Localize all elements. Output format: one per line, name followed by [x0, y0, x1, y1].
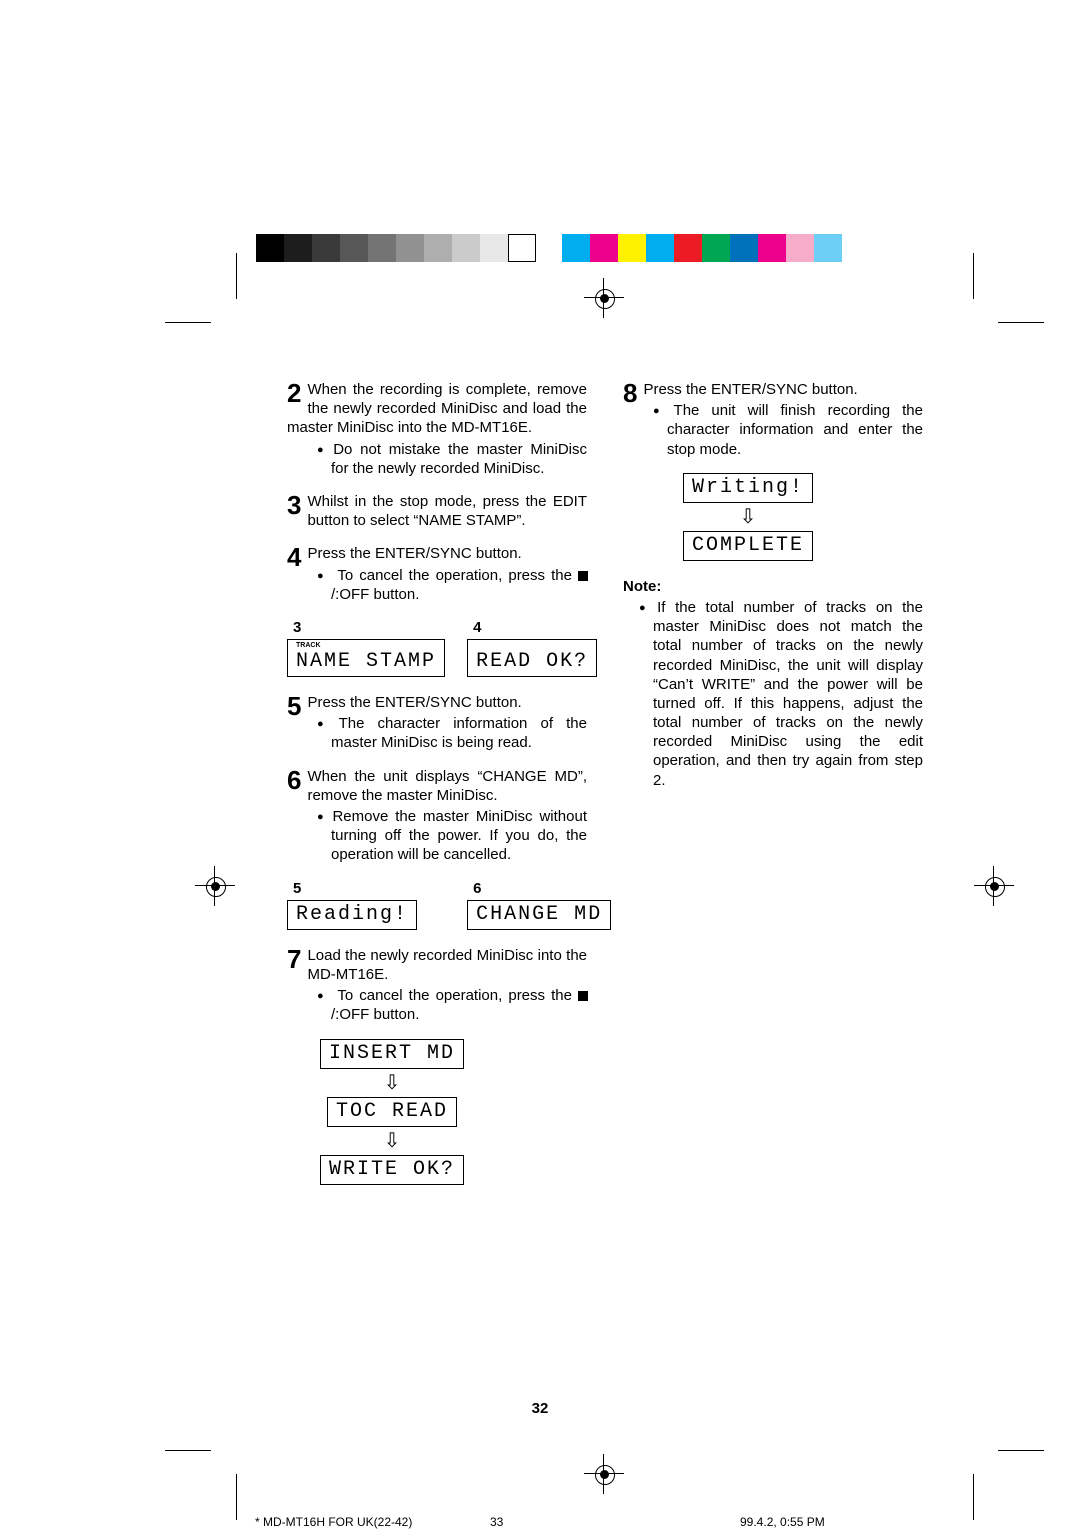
step-text: Load the newly recorded MiniDisc into th…	[287, 946, 587, 984]
step-sub: The character information of the master …	[317, 714, 587, 752]
step-sub: The unit will finish recording the chara…	[653, 401, 923, 459]
step-number: 3	[287, 492, 301, 518]
step-sub-pre: To cancel the operation, press the	[337, 567, 578, 584]
lcd-display: TRACK NAME STAMP	[287, 639, 445, 677]
lcd-row-5-6: 5 Reading! 6 CHANGE MD	[287, 879, 587, 930]
footer-right: 99.4.2, 0:55 PM	[740, 1515, 825, 1529]
step-2: 2 When the recording is complete, remove…	[287, 380, 587, 478]
color-calibration-strip	[562, 234, 842, 262]
lcd-display: INSERT MD	[320, 1039, 464, 1069]
lcd-label: 4	[473, 618, 597, 637]
lcd-track-label: TRACK	[296, 642, 321, 650]
stop-icon	[578, 571, 588, 581]
lcd-label: 5	[293, 879, 445, 898]
crop-mark	[165, 322, 211, 323]
crop-mark	[165, 1450, 211, 1451]
step-text: When the recording is complete, remove t…	[287, 380, 587, 438]
step-number: 7	[287, 946, 301, 972]
footer-mid: 33	[490, 1515, 503, 1529]
note-body: If the total number of tracks on the mas…	[639, 598, 923, 790]
arrow-down-icon: ⇩	[384, 1131, 401, 1151]
step-sub: To cancel the operation, press the /:OFF…	[317, 986, 587, 1024]
lcd-row-3-4: 3 TRACK NAME STAMP 4 READ OK?	[287, 618, 587, 677]
lcd-display: Reading!	[287, 900, 417, 930]
lcd-label: 6	[473, 879, 611, 898]
stop-icon	[578, 991, 588, 1001]
registration-mark	[974, 866, 1014, 906]
step-sub: To cancel the operation, press the /:OFF…	[317, 566, 587, 604]
registration-mark	[584, 1454, 624, 1494]
lcd-text: COMPLETE	[692, 534, 804, 557]
step-text: When the unit displays “CHANGE MD”, remo…	[287, 767, 587, 805]
crop-mark	[973, 1474, 974, 1520]
lcd-text: CHANGE MD	[476, 903, 602, 926]
lcd-text: Writing!	[692, 476, 804, 499]
lcd-stack-8: Writing! ⇩ COMPLETE	[663, 473, 833, 561]
step-4: 4 Press the ENTER/SYNC button. To cancel…	[287, 544, 587, 604]
lcd-text: TOC READ	[336, 1100, 448, 1123]
step-5: 5 Press the ENTER/SYNC button. The chara…	[287, 693, 587, 753]
registration-mark	[584, 278, 624, 318]
lcd-text: READ OK?	[476, 650, 588, 673]
lcd-display: READ OK?	[467, 639, 597, 677]
step-number: 4	[287, 544, 301, 570]
footer-left: * MD-MT16H FOR UK(22-42)	[255, 1515, 412, 1529]
lcd-stack-7: INSERT MD ⇩ TOC READ ⇩ WRITE OK?	[307, 1039, 477, 1185]
page-number: 32	[0, 1400, 1080, 1417]
step-text: Press the ENTER/SYNC button.	[287, 693, 587, 712]
step-7: 7 Load the newly recorded MiniDisc into …	[287, 946, 587, 1025]
step-number: 8	[623, 380, 637, 406]
crop-mark	[973, 253, 974, 299]
left-column: 2 When the recording is complete, remove…	[287, 380, 587, 1201]
crop-mark	[236, 1474, 237, 1520]
lcd-text: WRITE OK?	[329, 1158, 455, 1181]
note-heading: Note:	[623, 577, 923, 596]
step-8: 8 Press the ENTER/SYNC button. The unit …	[623, 380, 923, 459]
crop-mark	[998, 322, 1044, 323]
registration-mark	[195, 866, 235, 906]
step-number: 6	[287, 767, 301, 793]
step-sub-post: /:OFF button.	[331, 1006, 419, 1023]
step-number: 5	[287, 693, 301, 719]
lcd-display: Writing!	[683, 473, 813, 503]
step-text: Press the ENTER/SYNC button.	[287, 544, 587, 563]
lcd-display: TOC READ	[327, 1097, 457, 1127]
lcd-text: INSERT MD	[329, 1042, 455, 1065]
arrow-down-icon: ⇩	[740, 507, 757, 527]
step-sub-pre: To cancel the operation, press the	[337, 987, 578, 1004]
step-sub: Do not mistake the master MiniDisc for t…	[317, 440, 587, 478]
lcd-label: 3	[293, 618, 445, 637]
lcd-text: Reading!	[296, 903, 408, 926]
manual-page: 2 When the recording is complete, remove…	[0, 0, 1080, 1528]
lcd-display: COMPLETE	[683, 531, 813, 561]
lcd-display: CHANGE MD	[467, 900, 611, 930]
step-text: Press the ENTER/SYNC button.	[623, 380, 923, 399]
step-6: 6 When the unit displays “CHANGE MD”, re…	[287, 767, 587, 865]
step-sub-post: /:OFF button.	[331, 586, 419, 603]
crop-mark	[236, 253, 237, 299]
step-sub: Remove the master MiniDisc without turni…	[317, 807, 587, 865]
arrow-down-icon: ⇩	[384, 1073, 401, 1093]
right-column: 8 Press the ENTER/SYNC button. The unit …	[623, 380, 923, 790]
gray-calibration-strip	[256, 234, 536, 262]
crop-mark	[998, 1450, 1044, 1451]
step-number: 2	[287, 380, 301, 406]
step-text: Whilst in the stop mode, press the EDIT …	[287, 492, 587, 530]
step-3: 3 Whilst in the stop mode, press the EDI…	[287, 492, 587, 530]
lcd-display: WRITE OK?	[320, 1155, 464, 1185]
lcd-text: NAME STAMP	[296, 650, 436, 673]
